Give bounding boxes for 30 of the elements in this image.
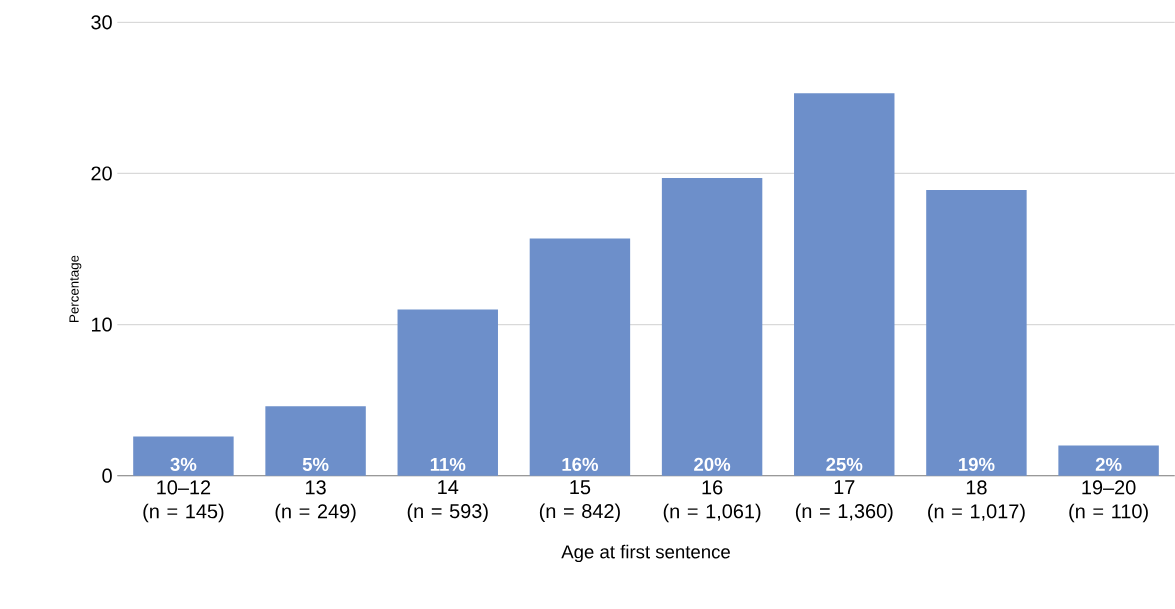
bar [529, 238, 631, 476]
bar [133, 436, 234, 476]
x-tick-label: 10–12 (n = 145) [143, 480, 224, 523]
data-label: 20% [694, 457, 731, 471]
bar [397, 309, 498, 476]
y-tick-label: 20 [91, 166, 112, 181]
bar [265, 406, 366, 476]
data-label: 25% [826, 457, 863, 471]
y-tick-label: 30 [91, 15, 112, 30]
data-label: 3% [170, 457, 197, 471]
x-tick-label: 16 (n = 1,061) [663, 480, 761, 523]
x-tick-label: 17 (n = 1,360) [795, 480, 893, 523]
data-label: 16% [562, 457, 599, 471]
data-label: 11% [430, 457, 466, 471]
bar [794, 93, 895, 476]
y-tick-label: 10 [92, 317, 112, 332]
x-tick-label: 14 (n = 593) [407, 480, 488, 523]
x-tick-label: 19–20 (n = 110) [1069, 480, 1148, 523]
data-label: 2% [1095, 457, 1122, 471]
y-tick-label: 0 [102, 468, 112, 483]
bar [1058, 445, 1159, 476]
bar [661, 177, 763, 476]
x-tick-label: 18 (n = 1,017) [928, 480, 1025, 523]
data-label: 5% [302, 457, 329, 471]
x-axis-title: Age at first sentence [561, 544, 730, 563]
x-tick-label: 15 (n = 842) [539, 480, 620, 523]
y-axis-title: Percentage [69, 255, 82, 322]
data-label: 19% [958, 457, 995, 471]
x-tick-label: 13 (n = 249) [275, 480, 356, 523]
bar [926, 190, 1027, 476]
